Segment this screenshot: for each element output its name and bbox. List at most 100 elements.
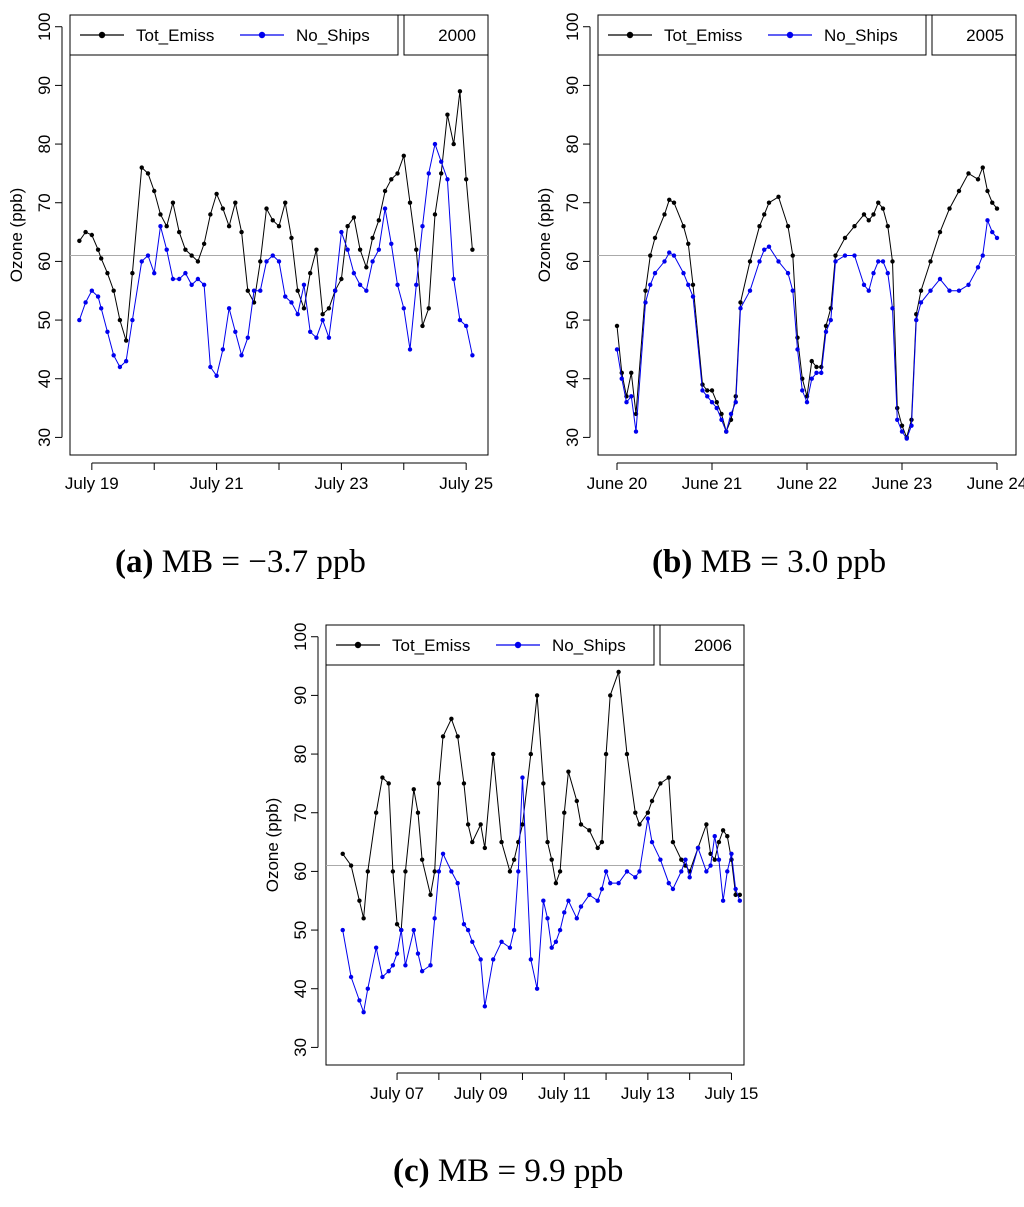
- legend-year: 2005: [966, 26, 1004, 45]
- data-point: [599, 839, 605, 845]
- data-point: [145, 253, 151, 258]
- data-point: [201, 241, 207, 246]
- data-point: [885, 224, 890, 229]
- data-point: [226, 224, 232, 229]
- data-point: [95, 247, 101, 252]
- data-point: [956, 188, 962, 194]
- x-tick-label: July 09: [454, 1084, 508, 1103]
- data-point: [980, 165, 985, 170]
- data-point: [624, 751, 630, 757]
- data-point: [666, 880, 671, 886]
- data-point: [645, 810, 651, 815]
- data-point: [83, 300, 88, 305]
- data-point: [747, 288, 753, 293]
- data-point: [233, 200, 238, 205]
- data-point: [599, 886, 605, 892]
- data-point: [725, 869, 730, 874]
- data-point: [511, 857, 517, 862]
- data-point: [520, 775, 525, 780]
- data-point: [709, 388, 715, 393]
- data-point: [270, 218, 275, 223]
- data-point: [164, 224, 169, 229]
- data-point: [975, 265, 981, 270]
- data-point: [314, 247, 319, 252]
- data-point: [357, 998, 362, 1003]
- data-point: [226, 306, 232, 311]
- data-point: [403, 869, 408, 874]
- data-point: [428, 892, 433, 898]
- data-point: [553, 880, 559, 886]
- data-point: [990, 229, 995, 235]
- data-point: [158, 224, 163, 229]
- data-point: [449, 716, 454, 722]
- data-point: [307, 329, 313, 334]
- data-point: [633, 810, 638, 815]
- data-point: [407, 347, 413, 352]
- data-point: [361, 916, 366, 921]
- data-point: [470, 353, 475, 358]
- data-point: [258, 259, 263, 264]
- data-point: [670, 886, 676, 892]
- data-point: [716, 857, 722, 862]
- legend-box: [325, 624, 655, 666]
- data-point: [403, 963, 408, 968]
- data-point: [436, 869, 442, 874]
- data-point: [419, 968, 425, 974]
- data-point: [966, 282, 971, 288]
- data-point: [994, 235, 1000, 241]
- data-point: [712, 834, 717, 839]
- x-tick-label: July 11: [538, 1084, 591, 1103]
- data-point: [819, 364, 824, 370]
- data-point: [95, 294, 101, 299]
- data-point: [708, 863, 713, 868]
- data-point: [671, 253, 677, 258]
- data-point: [386, 968, 391, 974]
- data-point: [686, 282, 691, 288]
- data-point: [376, 218, 382, 223]
- data-point: [624, 400, 629, 405]
- data-point: [77, 238, 82, 244]
- y-tick-label: 100: [563, 13, 582, 41]
- data-point: [975, 177, 981, 182]
- data-point: [380, 775, 385, 780]
- data-point: [553, 939, 559, 944]
- data-point: [528, 751, 534, 757]
- data-point: [823, 329, 829, 334]
- data-point: [667, 197, 672, 202]
- legend-box: [69, 14, 399, 56]
- data-point: [415, 951, 421, 956]
- data-point: [445, 112, 450, 117]
- data-point: [414, 247, 419, 252]
- data-point: [345, 224, 350, 229]
- data-point: [176, 229, 182, 235]
- data-point: [738, 300, 743, 305]
- data-point: [370, 259, 375, 264]
- data-point: [465, 822, 471, 827]
- data-point: [667, 250, 672, 255]
- data-point: [326, 306, 332, 311]
- data-point: [457, 89, 463, 94]
- data-point: [733, 892, 738, 898]
- data-point: [719, 411, 724, 417]
- x-tick-label: July 25: [439, 474, 493, 493]
- data-point: [800, 388, 805, 393]
- y-tick-label: 30: [35, 428, 54, 447]
- y-axis-label: Ozone (ppb): [535, 188, 554, 283]
- data-point: [499, 839, 504, 845]
- data-point: [415, 810, 421, 815]
- data-point: [365, 986, 370, 991]
- data-point: [716, 839, 722, 845]
- data-point: [183, 247, 188, 252]
- data-point: [77, 317, 82, 323]
- data-point: [470, 247, 475, 252]
- data-point: [432, 869, 437, 874]
- legend-entry-label: Tot_Emiss: [664, 26, 742, 45]
- data-point: [395, 282, 400, 288]
- data-point: [507, 945, 513, 950]
- data-point: [895, 417, 900, 422]
- data-point: [411, 927, 416, 933]
- data-point: [461, 922, 467, 927]
- chart-panel-c: 30 40 50 60 70 80 90 100 Ozone (ppb) July 07 July …: [260, 610, 760, 1110]
- data-point: [690, 294, 696, 299]
- data-point: [633, 429, 639, 434]
